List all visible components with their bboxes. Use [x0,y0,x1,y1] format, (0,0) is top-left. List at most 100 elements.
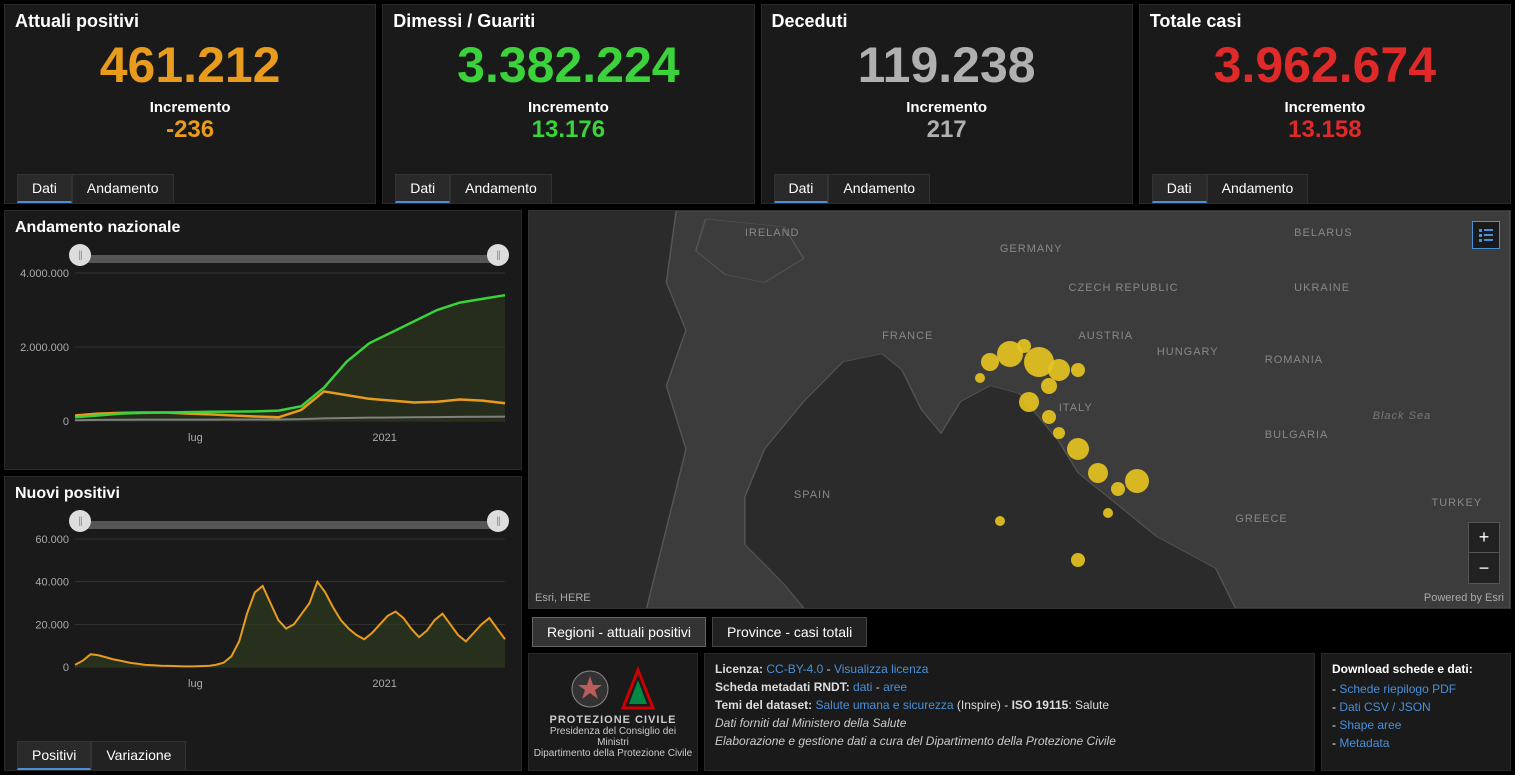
stat-sub-label: Incremento [383,95,753,116]
stat-sub-value: 13.176 [383,116,753,145]
stat-title: Deceduti [762,5,1132,32]
stat-title: Dimessi / Guariti [383,5,753,32]
time-slider-track[interactable] [75,255,503,263]
map-bubble[interactable] [1125,469,1149,493]
tab-dati[interactable]: Dati [17,174,72,203]
link-license[interactable]: CC-BY-4.0 [766,662,823,676]
tab-dati[interactable]: Dati [1152,174,1207,203]
national-trend-panel: Andamento nazionale 0 2.000.000 4.000.000 l… [4,210,522,470]
link-temi[interactable]: Salute umana e sicurezza [815,698,953,712]
svg-text:lug: lug [188,432,203,444]
meta-iso-val: : Salute [1068,698,1109,712]
national-trend-title: Andamento nazionale [5,211,521,241]
map-bubble[interactable] [1111,482,1125,496]
download-link[interactable]: Metadata [1339,736,1389,750]
stat-title: Totale casi [1140,5,1510,32]
slider-handle-right[interactable] [487,244,509,266]
emblem-icon [569,668,611,710]
stat-card-1: Dimessi / Guariti 3.382.224 Incremento 1… [382,4,754,204]
stat-value: 3.962.674 [1140,32,1510,95]
meta-licenza-label: Licenza: [715,662,763,676]
map-zoom-controls: + − [1468,522,1500,584]
zoom-in-button[interactable]: + [1469,523,1499,553]
slider-handle-left-2[interactable] [69,510,91,532]
map-bubble[interactable] [1041,378,1057,394]
link-rndt-aree[interactable]: aree [883,680,907,694]
meta-temi-label: Temi del dataset: [715,698,812,712]
map-bubble[interactable] [975,373,985,383]
tab-andamento[interactable]: Andamento [450,174,552,203]
svg-text:40.000: 40.000 [35,577,69,589]
map-bubble[interactable] [1019,392,1039,412]
stat-card-0: Attuali positivi 461.212 Incremento -236… [4,4,376,204]
map-background [529,211,1510,608]
stat-value: 3.382.224 [383,32,753,95]
tab-positivi[interactable]: Positivi [17,741,91,770]
legend-button[interactable] [1472,221,1500,249]
link-rndt-dati[interactable]: dati [853,680,872,694]
tab-andamento[interactable]: Andamento [72,174,174,203]
stat-value: 119.238 [762,32,1132,95]
svg-text:2.000.000: 2.000.000 [20,342,69,354]
meta-forniti: Dati forniti dal Ministero della Salute [715,716,906,730]
tab-variazione[interactable]: Variazione [91,741,186,770]
map-bubble[interactable] [1053,427,1065,439]
map-bubble[interactable] [981,353,999,371]
downloads-box: Download schede e dati: - Schede riepilo… [1321,653,1511,771]
map-bubble[interactable] [995,516,1005,526]
meta-elaborazione: Elaborazione e gestione dati a cura del … [715,734,1116,748]
svg-text:0: 0 [63,416,69,428]
map-tab-province[interactable]: Province - casi totali [712,617,867,647]
svg-text:0: 0 [63,662,69,674]
stat-card-2: Deceduti 119.238 Incremento 217 Dati And… [761,4,1133,204]
new-positives-panel: Nuovi positivi 0 20.000 40.000 60.000 lug 202… [4,476,522,771]
map-attribution-right: Powered by Esri [1424,592,1504,604]
stat-card-3: Totale casi 3.962.674 Incremento 13.158 … [1139,4,1511,204]
stat-value: 461.212 [5,32,375,95]
stat-sub-value: -236 [5,116,375,145]
meta-inspire: (Inspire) [957,698,1001,712]
zoom-out-button[interactable]: − [1469,553,1499,583]
link-view-license[interactable]: Visualizza licenza [834,662,929,676]
stat-title: Attuali positivi [5,5,375,32]
stat-sub-label: Incremento [5,95,375,116]
new-positives-chart: 0 20.000 40.000 60.000 lug 2021 [15,535,513,695]
download-link[interactable]: Shape aree [1339,718,1401,732]
svg-text:2021: 2021 [372,678,396,690]
download-link[interactable]: Schede riepilogo PDF [1339,682,1456,696]
metadata-box: Licenza: CC-BY-4.0 - Visualizza licenza … [704,653,1315,771]
stat-sub-label: Incremento [1140,95,1510,116]
svg-text:20.000: 20.000 [35,619,69,631]
national-chart: 0 2.000.000 4.000.000 lug 2021 [15,269,513,449]
meta-scheda-label: Scheda metadati RNDT: [715,680,850,694]
downloads-title: Download schede e dati: [1332,660,1500,678]
download-link[interactable]: Dati CSV / JSON [1339,700,1430,714]
protezione-civile-icon [619,666,657,712]
new-positives-title: Nuovi positivi [5,477,521,507]
tab-dati[interactable]: Dati [774,174,829,203]
meta-iso-label: ISO 19115 [1012,698,1069,712]
stat-sub-value: 13.158 [1140,116,1510,145]
stat-sub-value: 217 [762,116,1132,145]
map-panel[interactable]: + − Esri, HERE Powered by Esri IRELANDGE… [528,210,1511,609]
svg-text:4.000.000: 4.000.000 [20,269,69,280]
time-slider-track-2[interactable] [75,521,503,529]
slider-handle-right-2[interactable] [487,510,509,532]
svg-text:2021: 2021 [372,432,396,444]
logo-sub1: Presidenza del Consiglio dei Ministri [550,726,676,748]
tab-dati[interactable]: Dati [395,174,450,203]
stat-sub-label: Incremento [762,95,1132,116]
svg-text:60.000: 60.000 [35,535,69,546]
logo-sub2: Dipartimento della Protezione Civile [534,748,692,759]
logo-title: PROTEZIONE CIVILE [533,714,693,726]
map-attribution-left: Esri, HERE [535,592,591,604]
map-bubble[interactable] [1103,508,1113,518]
svg-text:lug: lug [188,678,203,690]
logo-box: PROTEZIONE CIVILE Presidenza del Consigl… [528,653,698,771]
tab-andamento[interactable]: Andamento [828,174,930,203]
map-tab-regioni[interactable]: Regioni - attuali positivi [532,617,706,647]
legend-icon [1478,227,1494,243]
map-bubble[interactable] [1088,463,1108,483]
slider-handle-left[interactable] [69,244,91,266]
tab-andamento[interactable]: Andamento [1207,174,1309,203]
